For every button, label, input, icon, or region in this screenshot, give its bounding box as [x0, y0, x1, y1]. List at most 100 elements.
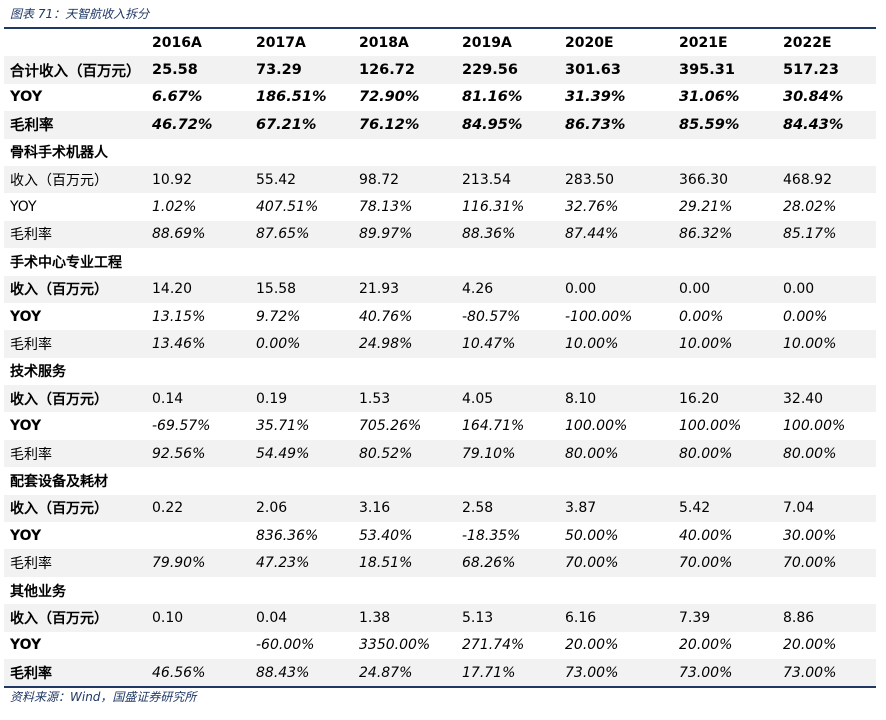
table-cell [359, 358, 462, 385]
table-cell: 80.00% [783, 439, 876, 468]
table-cell: -60.00% [256, 637, 315, 654]
table-cell: 100.00% [679, 418, 742, 435]
table-cell: 28.02% [783, 199, 837, 216]
table-cell: 79.90% [152, 549, 256, 577]
table-cell [359, 248, 462, 275]
table-cell: 73.00% [783, 658, 876, 687]
table-row: 配套设备及耗材 [4, 467, 876, 494]
table-cell: 10.00% [783, 330, 876, 358]
table-cell [783, 139, 876, 166]
table-cell [565, 248, 679, 275]
table-cell: 5.42 [679, 494, 783, 523]
table-cell: 13.46% [152, 330, 256, 358]
table-cell: 76.12% [359, 111, 462, 139]
table-cell [152, 522, 256, 549]
row-label: 毛利率 [4, 330, 152, 358]
table-cell: -100.00% [565, 308, 633, 325]
header-cell-2022e: 2022E [783, 34, 832, 51]
table-cell: 468.92 [783, 165, 876, 194]
table-cell: 73.00% [679, 658, 783, 687]
table-cell: 20.00% [679, 637, 733, 654]
table-cell: 20.00% [783, 637, 837, 654]
table-cell [256, 577, 359, 604]
row-label: 毛利率 [4, 220, 152, 249]
source-note: 资料来源：Wind，国盛证券研究所 [10, 690, 197, 704]
table-cell: 80.52% [359, 439, 462, 468]
table-cell: 2.58 [462, 494, 565, 523]
table-cell: 32.40 [783, 385, 876, 413]
table-cell: 8.86 [783, 604, 876, 632]
table-cell [565, 577, 679, 604]
table-cell: 86.32% [679, 220, 783, 249]
table-cell: 0.04 [256, 604, 359, 632]
table-cell: -69.57% [152, 418, 211, 435]
table-cell [359, 139, 462, 166]
table-row: 毛利率 46.56% 88.43% 24.87% 17.71% 73.00% 73.00% 7… [4, 658, 876, 687]
table-cell: 72.90% [359, 89, 420, 106]
table-cell [565, 467, 679, 494]
table-cell: 24.87% [359, 658, 462, 687]
table-cell [256, 248, 359, 275]
table-cell: 54.49% [256, 439, 359, 468]
table-cell: 100.00% [565, 418, 628, 435]
table-cell: 0.00 [679, 275, 783, 303]
table-row: 收入（百万元） 10.92 55.42 98.72 213.54 283.50 366.30… [4, 165, 876, 194]
table-cell [783, 467, 876, 494]
table-cell: 88.36% [462, 220, 565, 249]
row-label: 收入（百万元） [4, 275, 152, 303]
table-cell: 213.54 [462, 165, 565, 194]
table-cell: 16.20 [679, 385, 783, 413]
table-cell [679, 248, 783, 275]
table-row: 技术服务 [4, 358, 876, 385]
row-label: 手术中心专业工程 [10, 254, 122, 271]
table-cell: 0.00% [256, 330, 359, 358]
table-cell: 164.71% [462, 418, 525, 435]
table-caption: 图表 71：天智航收入拆分 [10, 7, 150, 21]
row-label: 合计收入（百万元） [4, 56, 152, 84]
table-cell: 3.87 [565, 494, 679, 523]
row-label: 收入（百万元） [4, 385, 152, 413]
table-row: 收入（百万元） 0.14 0.19 1.53 4.05 8.10 16.20 32.40 [4, 385, 876, 413]
table-row: YOY 6.67% 186.51% 72.90% 81.16% 31.39% 31.06% 3… [4, 84, 876, 111]
table-cell: 13.15% [152, 308, 206, 325]
row-label: YOY [10, 308, 42, 325]
table-cell [462, 248, 565, 275]
table-row: 毛利率 92.56% 54.49% 80.52% 79.10% 80.00% 80.00% 8… [4, 439, 876, 468]
table-cell: 31.06% [679, 89, 740, 106]
row-label: 毛利率 [4, 439, 152, 468]
table-cell: 17.71% [462, 658, 565, 687]
row-label: YOY [10, 527, 42, 544]
table-cell: 395.31 [679, 56, 783, 84]
table-cell: 0.00 [565, 275, 679, 303]
table-cell: 87.44% [565, 220, 679, 249]
table-cell: 40.00% [679, 527, 733, 544]
table-cell: 98.72 [359, 165, 462, 194]
table-cell: 85.59% [679, 111, 783, 139]
table-cell [359, 467, 462, 494]
table-cell: 10.00% [679, 330, 783, 358]
header-row: 2016A 2017A 2018A 2019A 2020E 2021E 2022… [4, 29, 876, 56]
table-row: 手术中心专业工程 [4, 248, 876, 275]
table-cell [152, 358, 256, 385]
table-cell: 301.63 [565, 56, 679, 84]
table-cell: 517.23 [783, 56, 876, 84]
table-cell [462, 467, 565, 494]
table-cell [783, 358, 876, 385]
table-cell: 0.14 [152, 385, 256, 413]
table-cell [783, 577, 876, 604]
table-cell: 40.76% [359, 308, 413, 325]
table-cell: 0.22 [152, 494, 256, 523]
table-cell: 0.00% [679, 308, 724, 325]
table-cell: 1.53 [359, 385, 462, 413]
table-cell: 10.47% [462, 330, 565, 358]
table-cell: 15.58 [256, 275, 359, 303]
table-cell: 186.51% [256, 89, 327, 106]
table-cell: 705.26% [359, 418, 422, 435]
row-label: YOY [10, 89, 43, 106]
table-cell [152, 248, 256, 275]
table-row: YOY -69.57% 35.71% 705.26% 164.71% 100.00% 100… [4, 412, 876, 439]
table-cell: 80.00% [679, 439, 783, 468]
table-row: 毛利率 13.46% 0.00% 24.98% 10.47% 10.00% 10.00% 10… [4, 330, 876, 358]
table-cell: 836.36% [256, 527, 319, 544]
table-cell: 100.00% [783, 418, 846, 435]
